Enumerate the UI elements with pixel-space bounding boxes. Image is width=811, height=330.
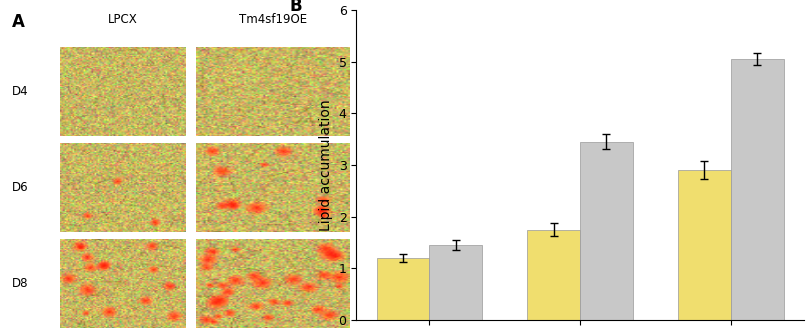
Bar	[579, 142, 632, 320]
Text: B: B	[289, 0, 302, 16]
Bar	[677, 170, 730, 320]
Text: A: A	[11, 13, 24, 31]
Text: Tm4sf19OE: Tm4sf19OE	[238, 13, 307, 26]
Text: D6: D6	[11, 181, 28, 194]
Text: LPCX: LPCX	[108, 13, 138, 26]
Bar	[526, 230, 579, 320]
Bar	[376, 258, 429, 320]
Text: D4: D4	[11, 85, 28, 98]
Bar	[429, 245, 482, 320]
Bar	[730, 59, 783, 320]
Y-axis label: Lipid accumulation: Lipid accumulation	[319, 99, 333, 231]
Text: D8: D8	[11, 277, 28, 290]
